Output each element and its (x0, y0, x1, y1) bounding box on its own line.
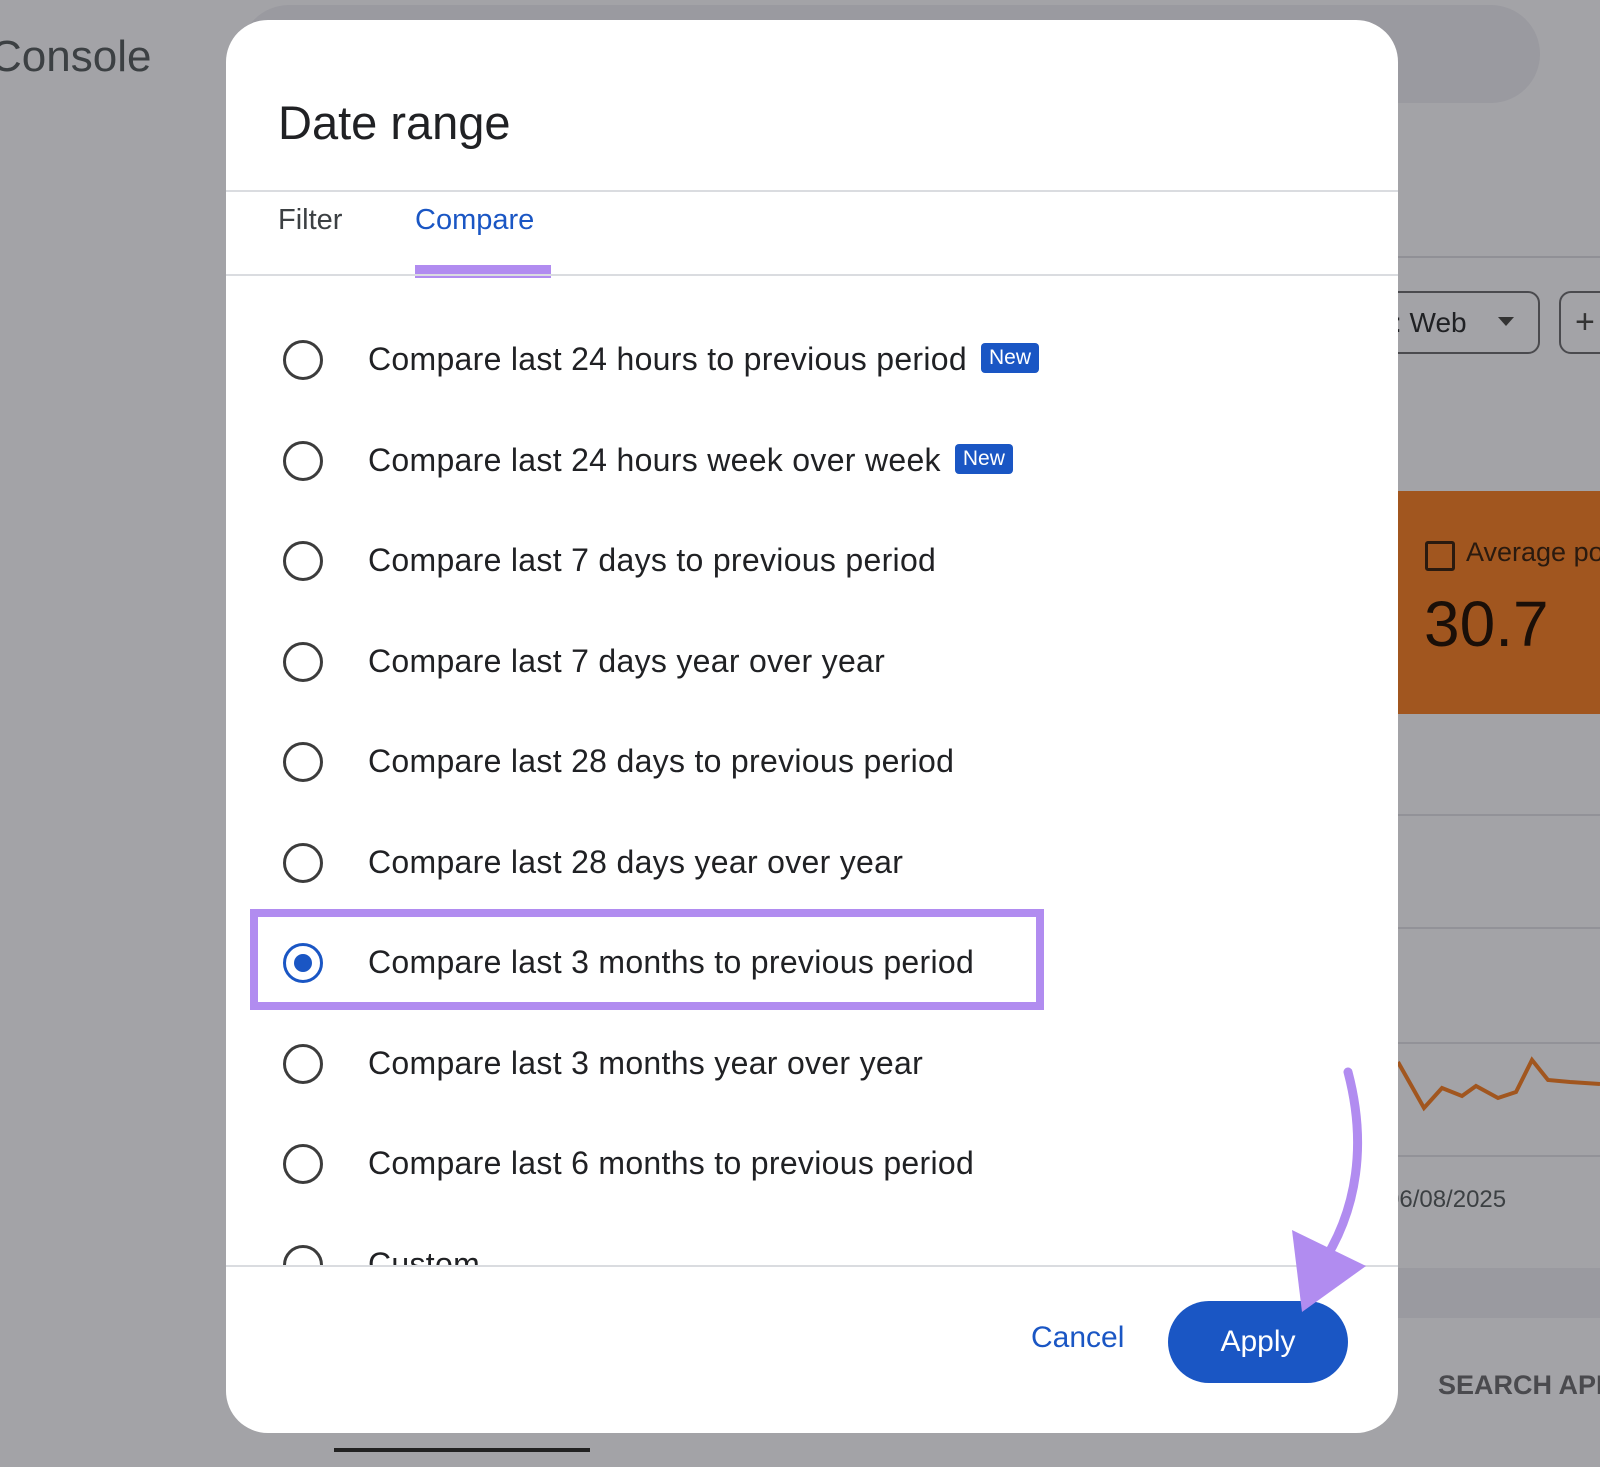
filter-label: : Web (1394, 307, 1467, 338)
divider (226, 274, 1398, 276)
metric-label: Average po (1466, 537, 1600, 567)
section-label: SEARCH API (1438, 1370, 1600, 1400)
radio-option[interactable]: Custom (226, 1214, 1398, 1266)
grid-line (1398, 814, 1600, 816)
radio-button[interactable] (283, 943, 323, 983)
band (1398, 1268, 1600, 1318)
option-label: Compare last 6 months to previous period (368, 1113, 974, 1213)
add-button[interactable]: + (1559, 291, 1600, 354)
radio-option[interactable]: Compare last 24 hours week over week New (226, 410, 1398, 510)
option-label: Compare last 7 days to previous period (368, 510, 936, 610)
option-label: Compare last 3 months to previous period (368, 912, 974, 1012)
label-text: Compare last 28 days to previous period (368, 743, 955, 779)
cancel-button[interactable]: Cancel (1031, 1321, 1125, 1354)
label-text: Compare last 3 months year over year (368, 1044, 924, 1081)
option-label: Compare last 28 days year over year (368, 812, 903, 912)
trend-line (1398, 1056, 1600, 1112)
checkbox[interactable] (1425, 541, 1455, 571)
new-badge: New (980, 343, 1039, 373)
divider (1398, 256, 1600, 258)
option-label: Compare last 3 months year over year (368, 1013, 923, 1113)
dropdown-arrow (1498, 317, 1514, 326)
label-text: Compare last 24 hours to previous period (368, 341, 967, 377)
radio-option[interactable]: Compare last 3 months to previous period (226, 909, 1398, 1012)
option-label: Compare last 24 hours week over week New (368, 410, 1013, 510)
radio-option[interactable]: Compare last 3 months year over year (226, 1013, 1398, 1113)
app-title: Console (0, 32, 152, 81)
option-label: Compare last 7 days year over year (368, 611, 885, 711)
radio-button[interactable] (283, 541, 323, 581)
tab[interactable]: Filter (278, 204, 343, 236)
date-label: 06/08/2025 (1386, 1186, 1507, 1213)
option-list: Compare last 24 hours to previous period… (226, 276, 1398, 1265)
divider (226, 190, 1398, 192)
radio-button[interactable] (283, 842, 323, 883)
label-text: Compare last 7 days to previous period (368, 542, 937, 578)
radio-option[interactable]: Compare last 6 months to previous period (226, 1113, 1398, 1213)
apply-button[interactable]: Apply (1168, 1301, 1348, 1383)
radio-button[interactable] (283, 641, 323, 682)
divider (226, 1265, 1398, 1267)
radio-option[interactable]: Compare last 7 days year over year (226, 611, 1398, 711)
label-text: Compare last 24 hours week over week (368, 441, 941, 478)
radio-button[interactable] (283, 340, 323, 380)
new-badge: New (954, 443, 1013, 474)
option-label: Custom (368, 1214, 480, 1266)
radio-option[interactable]: Compare last 24 hours to previous period… (226, 309, 1398, 409)
dialog-title: Date range (278, 96, 511, 149)
date-range-dialog: Date range Filter Compare Compare last 24… (226, 20, 1398, 1433)
label-text: Compare last 28 days year over year (368, 843, 904, 880)
label-text: Compare last 3 months to previous period (368, 944, 975, 980)
radio-option[interactable]: Compare last 7 days to previous period (226, 510, 1398, 610)
radio-button[interactable] (283, 1144, 323, 1184)
radio-button[interactable] (283, 440, 323, 481)
radio-option[interactable]: Compare last 28 days to previous period (226, 711, 1398, 811)
option-label: Compare last 28 days to previous period (368, 711, 954, 811)
arrow-annotation (1292, 1067, 1366, 1312)
option-label: Compare last 24 hours to previous period… (368, 309, 1039, 409)
label-text: Custom (368, 1245, 481, 1266)
radio-button[interactable] (283, 1244, 323, 1265)
label-text: Compare last 6 months to previous period (368, 1145, 975, 1181)
radio-option[interactable]: Compare last 28 days year over year (226, 812, 1398, 912)
radio-button[interactable] (283, 742, 323, 782)
metric-card: Average po 30.7 (1398, 491, 1600, 714)
tab-indicator (334, 1448, 590, 1452)
grid-line (1398, 1155, 1600, 1157)
tab[interactable]: Compare (415, 204, 535, 236)
radio-button[interactable] (283, 1043, 323, 1084)
metric-value: 30.7 (1424, 588, 1549, 660)
grid-line (1398, 1042, 1600, 1044)
grid-line (1398, 927, 1600, 929)
label-text: Compare last 7 days year over year (368, 642, 886, 679)
